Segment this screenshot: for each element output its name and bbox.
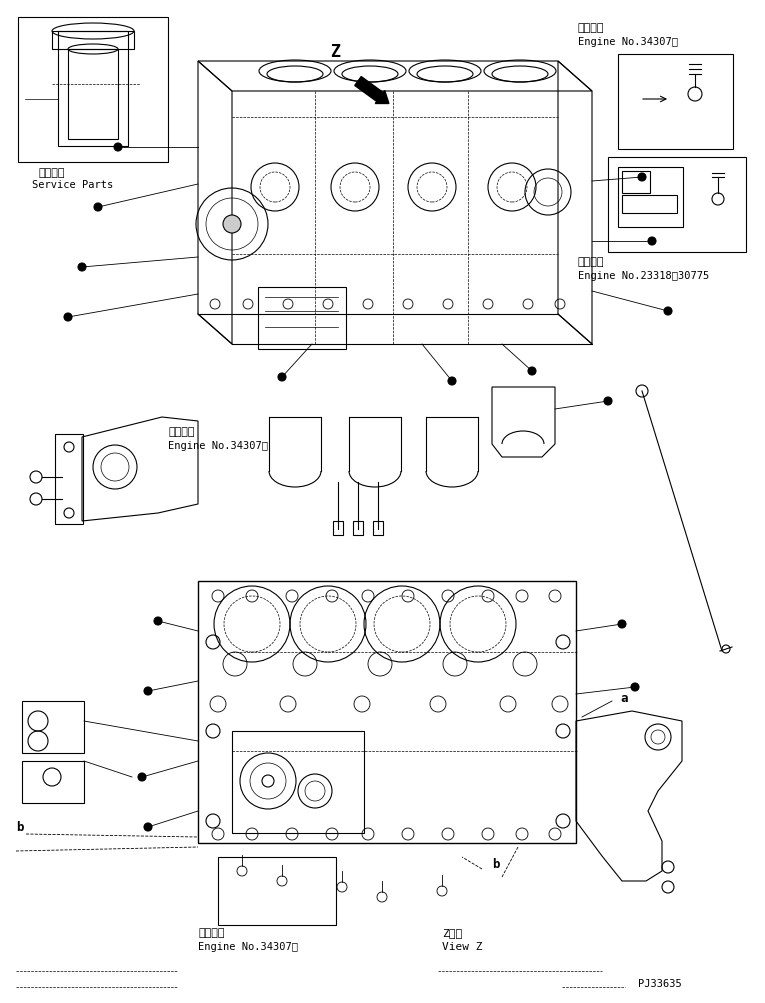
Circle shape bbox=[528, 368, 536, 376]
Circle shape bbox=[631, 683, 639, 691]
Bar bbox=[608, 157, 746, 253]
Circle shape bbox=[278, 374, 286, 381]
Text: View Z: View Z bbox=[442, 941, 483, 951]
Bar bbox=[58, 32, 128, 146]
Text: a: a bbox=[620, 691, 627, 704]
Circle shape bbox=[138, 773, 146, 781]
Text: 適用号機: 適用号機 bbox=[198, 927, 224, 937]
Bar bbox=[22, 761, 84, 803]
Circle shape bbox=[144, 687, 152, 695]
Text: b: b bbox=[492, 858, 500, 871]
Text: Engine No.34307～: Engine No.34307～ bbox=[578, 37, 678, 47]
Bar bbox=[52, 32, 134, 50]
Bar bbox=[622, 196, 677, 214]
Text: 捕給専用: 捕給専用 bbox=[38, 168, 64, 178]
FancyArrow shape bbox=[355, 77, 389, 104]
Bar bbox=[198, 582, 576, 844]
Circle shape bbox=[114, 143, 122, 151]
Bar bbox=[618, 168, 683, 228]
Bar bbox=[18, 18, 168, 162]
Bar bbox=[55, 434, 83, 525]
Bar bbox=[373, 522, 383, 536]
Circle shape bbox=[94, 204, 102, 212]
Text: Z: Z bbox=[330, 43, 340, 61]
Circle shape bbox=[604, 397, 612, 405]
Text: Engine No.34307～: Engine No.34307～ bbox=[168, 440, 268, 450]
Circle shape bbox=[618, 621, 626, 628]
Text: 適用号機: 適用号機 bbox=[578, 257, 604, 267]
Text: 適用号機: 適用号機 bbox=[578, 23, 604, 33]
Text: Engine No.34307～: Engine No.34307～ bbox=[198, 941, 298, 951]
Circle shape bbox=[154, 618, 162, 626]
Text: Service Parts: Service Parts bbox=[32, 180, 113, 190]
Text: b: b bbox=[16, 820, 24, 833]
Bar bbox=[333, 522, 343, 536]
Text: Z　視: Z 視 bbox=[442, 927, 462, 937]
Bar bbox=[218, 858, 336, 925]
Bar bbox=[618, 55, 733, 149]
Bar bbox=[68, 50, 118, 139]
Circle shape bbox=[638, 174, 646, 182]
Circle shape bbox=[448, 377, 456, 385]
Circle shape bbox=[64, 314, 72, 322]
Text: 適用号機: 適用号機 bbox=[168, 426, 194, 436]
Circle shape bbox=[144, 823, 152, 831]
Bar bbox=[232, 731, 364, 833]
Text: Engine No.23318～30775: Engine No.23318～30775 bbox=[578, 271, 709, 281]
Circle shape bbox=[664, 308, 672, 316]
Circle shape bbox=[648, 238, 656, 246]
Bar bbox=[22, 701, 84, 753]
Circle shape bbox=[223, 216, 241, 234]
Bar bbox=[258, 288, 346, 350]
Circle shape bbox=[78, 264, 86, 272]
Bar bbox=[353, 522, 363, 536]
Bar bbox=[622, 172, 650, 194]
Text: PJ33635: PJ33635 bbox=[638, 978, 682, 988]
